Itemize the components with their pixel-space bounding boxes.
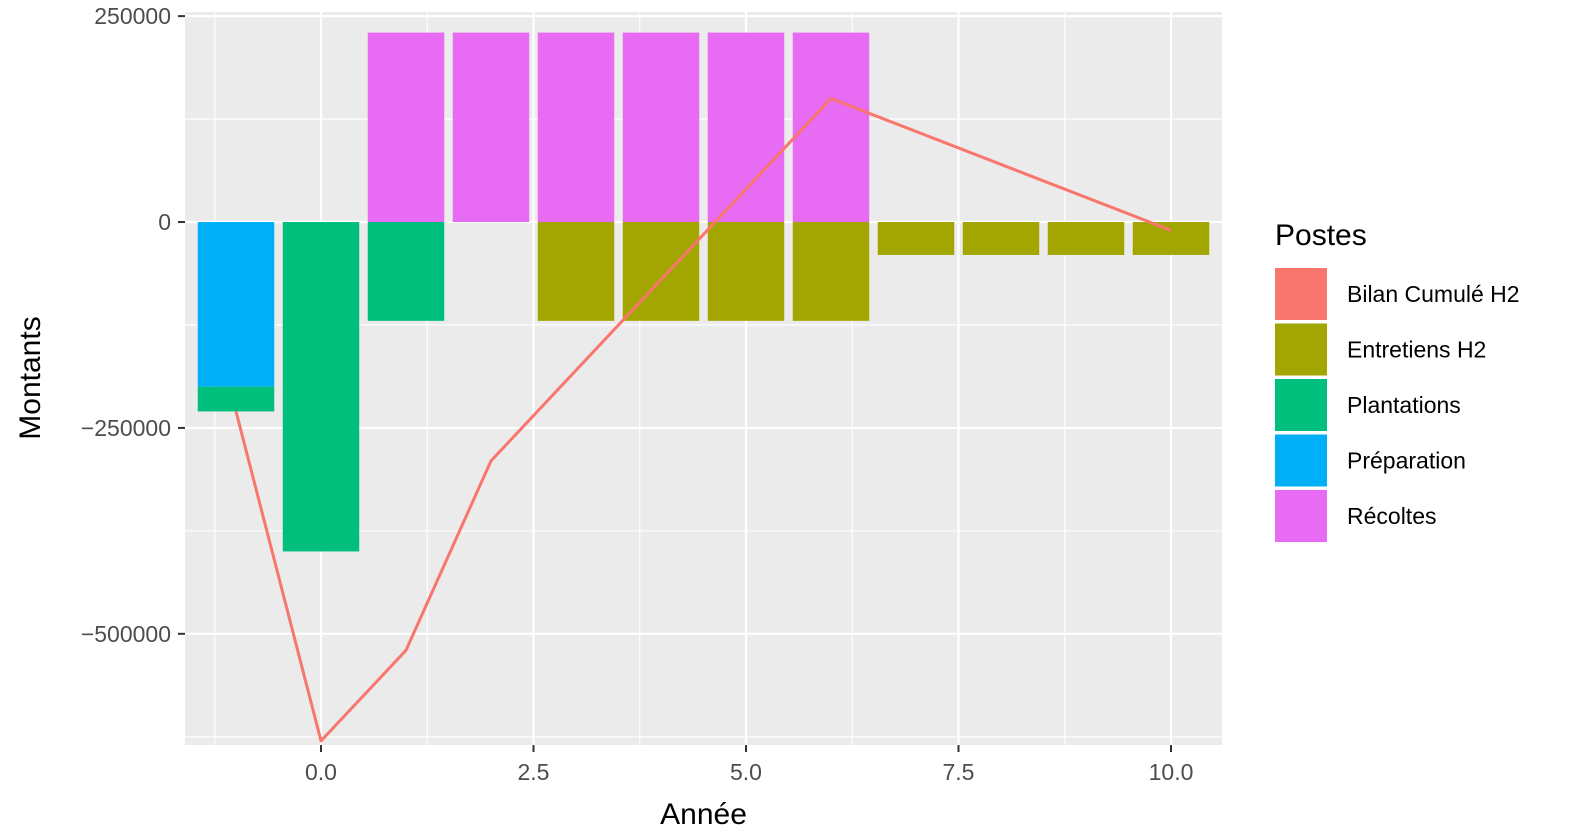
bar-plantations-1 — [367, 222, 445, 321]
bar-r-coltes-2 — [452, 32, 530, 223]
legend-key-3 — [1275, 379, 1327, 431]
legend-label-3: Plantations — [1347, 392, 1461, 418]
bar-plantations-0 — [282, 222, 360, 552]
x-tick-label: 0.0 — [305, 759, 337, 785]
y-axis-label: Montants — [14, 316, 47, 439]
x-tick-label: 2.5 — [518, 759, 550, 785]
legend: Postes Bilan Cumulé H2 Entretiens H2 Plant… — [1275, 219, 1520, 542]
bar-entretiens-h2-6 — [792, 222, 870, 321]
bar-entretiens-h2-7 — [877, 222, 955, 255]
legend-label-5: Récoltes — [1347, 503, 1436, 529]
legend-key-4 — [1275, 434, 1327, 487]
legend-label-2: Entretiens H2 — [1347, 337, 1486, 363]
legend-key-5 — [1275, 490, 1327, 542]
bar-entretiens-h2-9 — [1047, 222, 1125, 255]
bar-r-coltes-4 — [622, 32, 700, 223]
bar-r-coltes-1 — [367, 32, 445, 223]
bar-plantations--1 — [197, 386, 275, 412]
x-axis: 0.0 2.5 5.0 7.5 10.0 — [305, 745, 1193, 785]
y-tick-label: 0 — [158, 209, 171, 235]
legend-title: Postes — [1275, 219, 1367, 252]
y-axis: 250000 0 −250000 −500000 — [81, 3, 185, 647]
bar-entretiens-h2-4 — [622, 222, 700, 321]
y-tick-label: 250000 — [94, 3, 171, 29]
bars — [197, 32, 1210, 552]
x-tick-label: 7.5 — [943, 759, 975, 785]
line-bilan-cumule-h2 — [234, 97, 1172, 743]
legend-label-4: Préparation — [1347, 448, 1466, 474]
bar-entretiens-h2-10 — [1132, 222, 1210, 255]
bar-r-coltes-5 — [707, 32, 785, 223]
x-tick-label: 5.0 — [730, 759, 762, 785]
bar-entretiens-h2-3 — [537, 222, 615, 321]
bar-r-coltes-3 — [537, 32, 615, 223]
bar-entretiens-h2-5 — [707, 222, 785, 321]
lines — [234, 97, 1172, 743]
x-tick-label: 10.0 — [1149, 759, 1194, 785]
legend-label-1: Bilan Cumulé H2 — [1347, 281, 1520, 307]
bar-pr-paration--1 — [197, 222, 275, 387]
bar-entretiens-h2-8 — [962, 222, 1040, 255]
legend-key-1 — [1275, 268, 1327, 320]
x-axis-label: Année — [660, 798, 747, 831]
legend-key-2 — [1275, 323, 1327, 376]
y-tick-label: −250000 — [81, 415, 171, 441]
y-tick-label: −500000 — [81, 621, 171, 647]
